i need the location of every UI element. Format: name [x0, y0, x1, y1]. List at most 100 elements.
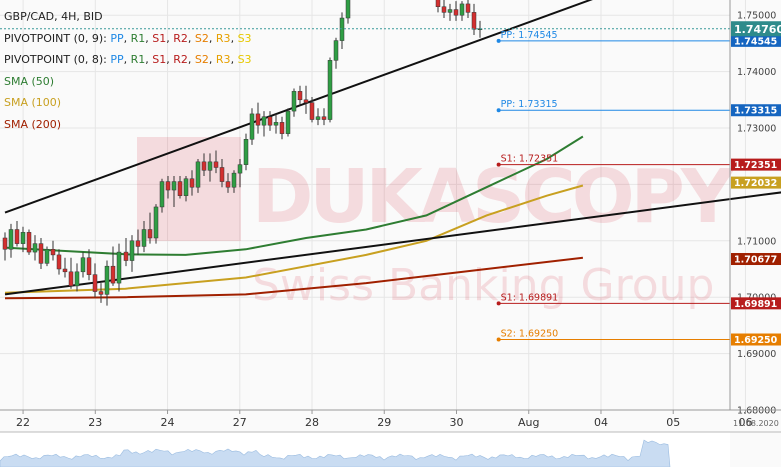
price-tag-label: 1.70677: [734, 255, 777, 266]
y-tick-label: 1.74000: [737, 67, 776, 78]
x-tick-label: 30: [450, 416, 464, 429]
candle: [50, 249, 56, 256]
sma-lines: [4, 135, 584, 300]
pivot-dot-5: [496, 337, 501, 342]
y-tick-label: 1.73000: [737, 124, 776, 135]
candle: [165, 181, 171, 191]
price-tag-label: 1.69250: [734, 335, 778, 346]
x-tick-label: 28: [305, 416, 319, 429]
x-tick-label: 04: [594, 416, 608, 429]
candle: [2, 237, 8, 250]
pivot-legend-item: S1: [152, 31, 167, 45]
x-tick-label: 05: [666, 416, 680, 429]
pivot-legend-item: S3: [237, 31, 252, 45]
candle: [20, 232, 26, 244]
pivot-label-1: PP: 1.74545: [501, 30, 558, 41]
pivot-legend-item: R2: [173, 53, 188, 66]
pivot-dot-1: [496, 38, 501, 43]
candle: [291, 91, 297, 112]
sma-line-1: [4, 184, 584, 294]
candle: [104, 265, 110, 295]
candle: [74, 271, 80, 287]
candle: [333, 40, 339, 61]
candle: [56, 254, 62, 270]
pivot-legend-1[interactable]: PIVOTPOINT (0, 9): PP, R1, S1, R2, S2, R…: [4, 31, 252, 45]
price-tag: [731, 34, 781, 47]
candle: [465, 3, 471, 13]
y-axis: 1.680001.690001.700001.710001.720001.730…: [729, 0, 776, 417]
candle: [110, 265, 116, 284]
candle: [92, 274, 98, 292]
candle: [303, 99, 309, 103]
candle: [249, 113, 255, 140]
price-tag-label: 1.69891: [734, 299, 777, 310]
pivot-label-5: S2: 1.69250: [501, 329, 559, 340]
candle: [171, 181, 177, 191]
pivot-legend-item: PP: [110, 31, 124, 45]
candle: [159, 181, 165, 208]
candle: [14, 229, 20, 244]
price-tag-label: 1.72032: [734, 178, 777, 189]
sma200-legend[interactable]: SMA (200): [4, 117, 62, 131]
candle: [285, 110, 291, 134]
sma100-legend[interactable]: SMA (100): [4, 96, 62, 109]
pivot-dot-4: [496, 301, 501, 306]
x-axis: 22232427282930Aug04050607101111.08.2020: [0, 409, 781, 433]
price-tag: [731, 104, 781, 117]
x-tick-label: 22: [16, 416, 30, 429]
candle: [86, 257, 92, 275]
sma50-legend[interactable]: SMA (50): [4, 74, 55, 88]
pivot-legend-2-prefix: PIVOTPOINT (0, 8):: [4, 53, 111, 66]
candle: [471, 12, 477, 30]
candle: [135, 240, 141, 247]
candle: [237, 164, 243, 174]
pivot-legend-item: S2: [194, 31, 209, 45]
candle: [116, 251, 122, 284]
watermark-brand: DUKASCOPY: [252, 154, 736, 240]
price-tag-label: 1.73315: [734, 106, 777, 117]
pivot-legend-2[interactable]: PIVOTPOINT (0, 8): PP, R1, S1, R2, S2, R…: [4, 53, 252, 66]
price-tag: [731, 253, 781, 266]
grid: [0, 0, 746, 411]
candle: [44, 249, 50, 264]
candle: [123, 251, 129, 261]
pivot-legend-1-prefix: PIVOTPOINT (0, 9):: [4, 31, 111, 45]
candle: [177, 181, 183, 196]
price-tag-label: 1.74545: [734, 36, 777, 47]
price-tag: [731, 333, 781, 346]
candle: [201, 161, 207, 171]
candle: [153, 206, 159, 239]
candle: [345, 0, 351, 19]
candle: [267, 116, 273, 126]
pivot-label-2: PP: 1.73315: [501, 99, 558, 110]
x-tick-label: Aug: [518, 416, 539, 429]
date-range-label: 11.08.2020: [733, 419, 779, 428]
candle: [309, 102, 315, 120]
volume-strip: [0, 432, 730, 467]
candle: [98, 291, 104, 295]
candle: [8, 229, 14, 250]
pivot-dot-3: [496, 162, 501, 167]
candle: [80, 257, 86, 273]
x-tick-label: 29: [377, 416, 391, 429]
pivot-legend-item: S2: [194, 53, 209, 66]
candle: [195, 161, 201, 188]
candle: [255, 113, 261, 126]
y-tick-label: 1.75000: [737, 11, 776, 22]
candle: [297, 91, 303, 101]
pivot-label-4: S1: 1.69891: [501, 292, 559, 303]
watermark: DUKASCOPY Swiss Banking Group: [137, 137, 740, 311]
pivot-legend-item: R1: [130, 53, 146, 66]
candle: [183, 178, 189, 196]
pivot-legend-item: S3: [237, 53, 252, 66]
sma-line-0: [4, 135, 584, 256]
candle: [38, 243, 44, 264]
y-tick-label: 1.68000: [737, 406, 776, 417]
price-tag: [731, 176, 781, 189]
candle: [441, 6, 447, 13]
candle: [435, 0, 441, 7]
pivot-legend-item: R1: [130, 31, 146, 45]
candle: [129, 240, 135, 261]
